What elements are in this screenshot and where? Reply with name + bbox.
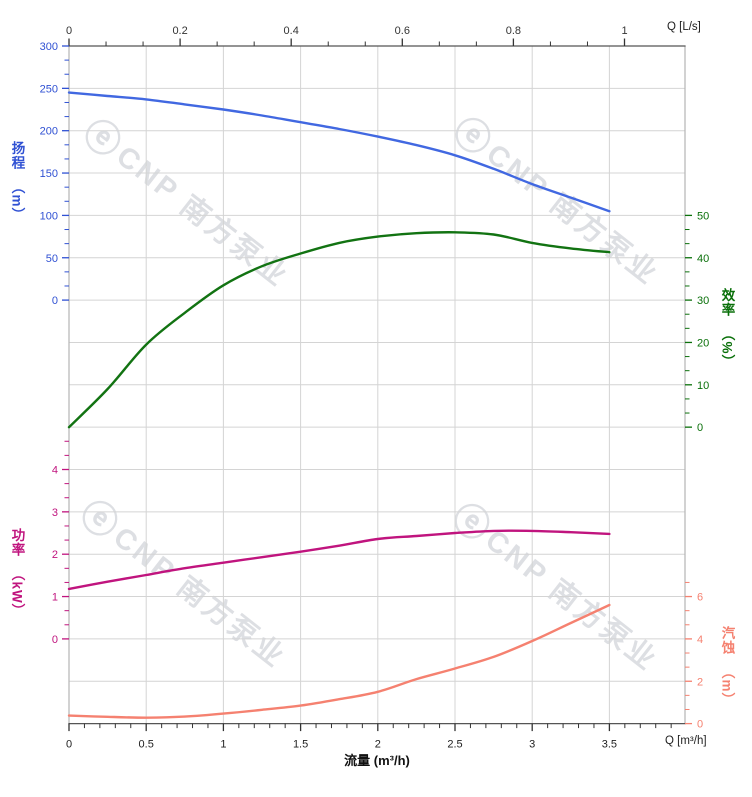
power-axis-unit: （kW） — [9, 567, 25, 619]
power-curve — [67, 529, 611, 591]
bottom-tick-label: 3.5 — [602, 739, 617, 751]
head-tick-label: 250 — [40, 83, 58, 95]
npsh-tick-label: 2 — [697, 676, 703, 688]
npsh-axis: 6 4 2 0 — [685, 581, 703, 731]
power-tick-label: 3 — [52, 507, 58, 519]
npsh-axis-unit: （m） — [719, 665, 735, 708]
eff-axis: 50 40 30 20 10 0 — [685, 210, 709, 434]
power-axis-name: 功率 — [9, 528, 25, 557]
bottom-axis-unit-label: Q [m³/h] — [665, 735, 707, 747]
head-tick-label: 300 — [40, 41, 58, 53]
npsh-axis-name: 汽蚀 — [719, 626, 735, 655]
head-axis-name: 扬程 — [9, 141, 25, 170]
npsh-axis-title: 汽蚀 （m） — [719, 626, 735, 708]
eff-tick-label: 0 — [697, 422, 703, 434]
efficiency-axis-unit: （%） — [719, 327, 735, 370]
top-tick-label: 0 — [66, 25, 72, 37]
gridlines — [69, 46, 685, 724]
head-axis: 300 250 200 150 100 50 0 — [40, 41, 69, 307]
head-tick-label: 0 — [52, 295, 58, 307]
bottom-tick-label: 2 — [375, 739, 381, 751]
bottom-tick-label: 3 — [529, 739, 535, 751]
eff-tick-label: 20 — [697, 337, 709, 349]
head-tick-label: 200 — [40, 126, 58, 138]
head-tick-label: 150 — [40, 168, 58, 180]
eff-tick-label: 40 — [697, 253, 709, 265]
head-tick-label: 50 — [46, 253, 58, 265]
head-axis-unit: （m） — [9, 180, 25, 223]
bottom-tick-label: 0 — [66, 739, 72, 751]
x-axis-title: 流量 (m³/h) — [344, 753, 410, 768]
efficiency-axis-title: 效率 （%） — [719, 288, 735, 370]
top-tick-label: 0.2 — [172, 25, 187, 37]
top-axis: 0 0.2 0.4 0.6 0.8 1 — [66, 25, 628, 46]
bottom-tick-label: 2.5 — [447, 739, 462, 751]
power-tick-label: 0 — [52, 634, 58, 646]
eff-curve — [67, 231, 611, 429]
bottom-tick-label: 1.5 — [293, 739, 308, 751]
eff-tick-label: 30 — [697, 295, 709, 307]
top-tick-label: 0.6 — [395, 25, 410, 37]
head-curve — [67, 91, 611, 213]
eff-tick-label: 50 — [697, 210, 709, 222]
eff-tick-label: 10 — [697, 380, 709, 392]
head-tick-label: 100 — [40, 210, 58, 222]
power-tick-label: 2 — [52, 549, 58, 561]
top-axis-unit-label: Q [L/s] — [667, 21, 701, 33]
power-axis: 4 3 2 1 0 — [52, 440, 69, 646]
power-tick-label: 1 — [52, 592, 58, 604]
efficiency-axis-name: 效率 — [719, 288, 735, 317]
head-axis-title: 扬程 （m） — [9, 141, 25, 223]
power-axis-title: 功率 （kW） — [9, 528, 25, 619]
top-tick-label: 0.4 — [284, 25, 299, 37]
top-tick-label: 0.8 — [506, 25, 521, 37]
top-tick-label: 1 — [621, 25, 627, 37]
power-tick-label: 4 — [52, 465, 58, 477]
npsh-tick-label: 6 — [697, 592, 703, 604]
npsh-curve — [67, 603, 611, 719]
bottom-tick-label: 1 — [220, 739, 226, 751]
npsh-tick-label: 4 — [697, 634, 703, 646]
bottom-axis: 0 0.5 1 1.5 2 2.5 3 3.5 — [66, 723, 672, 751]
npsh-tick-label: 0 — [697, 719, 703, 731]
bottom-tick-label: 0.5 — [139, 739, 154, 751]
